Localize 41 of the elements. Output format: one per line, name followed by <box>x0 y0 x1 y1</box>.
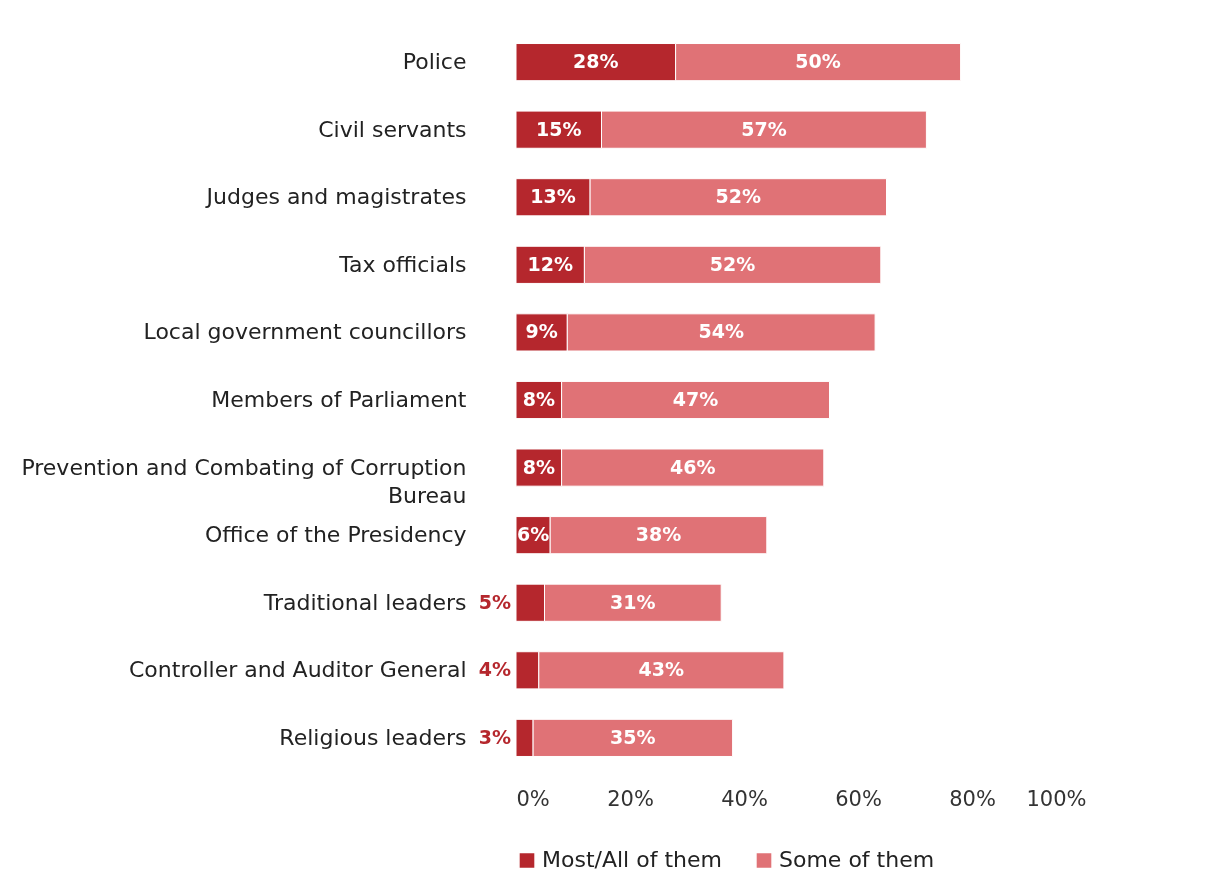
data-label: 52% <box>709 252 756 275</box>
data-label: 8% <box>522 388 555 410</box>
data-label: 12% <box>527 252 573 275</box>
y-tick-label: Traditional leaders <box>262 589 467 615</box>
data-label: 15% <box>536 117 582 140</box>
data-label: 13% <box>530 185 576 208</box>
x-tick-label: 80% <box>949 786 996 811</box>
x-tick-label: 40% <box>721 786 768 811</box>
data-label: 6% <box>516 523 550 546</box>
x-tick-label: 100% <box>1026 786 1087 811</box>
data-label: 5% <box>478 590 511 613</box>
y-tick-label: Tax officials <box>338 251 467 277</box>
y-tick-label: Religious leaders <box>279 724 467 750</box>
x-tick-label: 0% <box>516 786 550 811</box>
data-label: 35% <box>610 725 656 748</box>
y-tick-label: Local government councillors <box>143 319 467 345</box>
data-label: 31% <box>610 590 656 613</box>
y-tick-label: Prevention and Combating of Corruption Bureau <box>21 454 467 508</box>
legend-label: Some of them <box>779 847 935 873</box>
data-label: 43% <box>638 658 685 681</box>
y-tick-label: Office of the Presidency <box>204 522 467 548</box>
y-tick-label: Judges and magistrates <box>204 184 467 210</box>
data-label: 57% <box>741 117 787 140</box>
data-label: 46% <box>669 455 716 478</box>
y-tick-label: Controller and Auditor General <box>129 657 467 683</box>
data-label: 54% <box>698 320 744 343</box>
data-label: 4% <box>478 658 511 681</box>
data-label: 9% <box>525 320 558 343</box>
data-label: 50% <box>795 50 841 73</box>
data-label: 28% <box>573 50 619 73</box>
x-tick-label: 60% <box>835 786 882 811</box>
data-label: 47% <box>672 388 719 410</box>
y-tick-label: Civil servants <box>318 116 467 142</box>
data-label: 3% <box>478 725 511 748</box>
data-label: 38% <box>635 523 682 546</box>
data-label: 8% <box>522 455 555 478</box>
x-tick-label: 20% <box>607 786 654 811</box>
y-tick-label: Members of Parliament <box>211 387 467 412</box>
legend-label: Most/All of them <box>542 847 722 873</box>
y-tick-label: Police <box>402 49 467 75</box>
data-label: 52% <box>715 185 762 208</box>
